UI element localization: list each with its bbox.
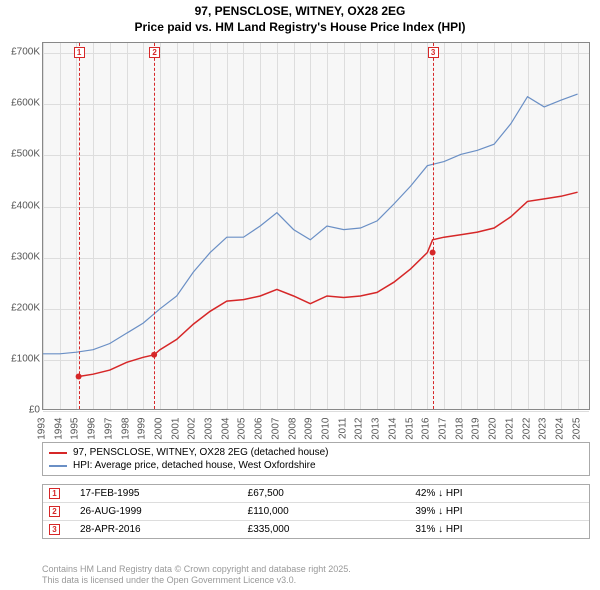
- sales-row: 2 26-AUG-1999£110,00039% ↓ HPI: [43, 503, 589, 521]
- sales-row-price: £67,500: [248, 488, 416, 499]
- legend: 97, PENSCLOSE, WITNEY, OX28 2EG (detache…: [42, 442, 590, 476]
- y-tick-label: £300K: [0, 251, 40, 262]
- sales-row-date: 26-AUG-1999: [80, 506, 248, 517]
- footer-line2: This data is licensed under the Open Gov…: [42, 575, 351, 586]
- sales-row: 1 17-FEB-1995£67,50042% ↓ HPI: [43, 485, 589, 503]
- sale-marker-box: 3: [428, 47, 439, 58]
- sale-marker-box: 2: [149, 47, 160, 58]
- plot-area: 1 2 3: [42, 42, 590, 410]
- title-line1: 97, PENSCLOSE, WITNEY, OX28 2EG: [0, 4, 600, 20]
- y-tick-label: £100K: [0, 353, 40, 364]
- footer-line1: Contains HM Land Registry data © Crown c…: [42, 564, 351, 575]
- sales-row-marker: 2: [49, 506, 60, 517]
- legend-label: HPI: Average price, detached house, West…: [73, 460, 316, 471]
- sales-row-price: £335,000: [248, 524, 416, 535]
- chart-container: 97, PENSCLOSE, WITNEY, OX28 2EG Price pa…: [0, 0, 600, 590]
- y-tick-label: £0: [0, 405, 40, 416]
- legend-row: HPI: Average price, detached house, West…: [49, 459, 583, 472]
- line-plot: [43, 43, 589, 409]
- sales-table: 1 17-FEB-1995£67,50042% ↓ HPI 2 26-AUG-1999…: [42, 484, 590, 539]
- legend-label: 97, PENSCLOSE, WITNEY, OX28 2EG (detache…: [73, 447, 329, 458]
- sales-row-delta: 42% ↓ HPI: [415, 488, 583, 499]
- sales-row-marker: 3: [49, 524, 60, 535]
- sales-row: 3 28-APR-2016£335,00031% ↓ HPI: [43, 521, 589, 538]
- legend-swatch: [49, 465, 67, 467]
- sale-marker-line: [79, 43, 80, 409]
- sale-marker-line: [154, 43, 155, 409]
- series-hpi: [43, 94, 578, 354]
- y-tick-label: £700K: [0, 47, 40, 58]
- sales-row-delta: 39% ↓ HPI: [415, 506, 583, 517]
- grid-h: [43, 411, 589, 412]
- y-tick-label: £400K: [0, 200, 40, 211]
- sale-marker-line: [433, 43, 434, 409]
- sales-row-delta: 31% ↓ HPI: [415, 524, 583, 535]
- chart-title: 97, PENSCLOSE, WITNEY, OX28 2EG Price pa…: [0, 0, 600, 35]
- sale-marker-box: 1: [74, 47, 85, 58]
- sales-row-price: £110,000: [248, 506, 416, 517]
- legend-swatch: [49, 452, 67, 454]
- sales-row-date: 17-FEB-1995: [80, 488, 248, 499]
- y-tick-label: £200K: [0, 302, 40, 313]
- legend-row: 97, PENSCLOSE, WITNEY, OX28 2EG (detache…: [49, 446, 583, 459]
- attribution-footer: Contains HM Land Registry data © Crown c…: [42, 564, 351, 586]
- y-tick-label: £500K: [0, 149, 40, 160]
- sales-row-date: 28-APR-2016: [80, 524, 248, 535]
- title-line2: Price paid vs. HM Land Registry's House …: [0, 20, 600, 36]
- sales-row-marker: 1: [49, 488, 60, 499]
- y-tick-label: £600K: [0, 98, 40, 109]
